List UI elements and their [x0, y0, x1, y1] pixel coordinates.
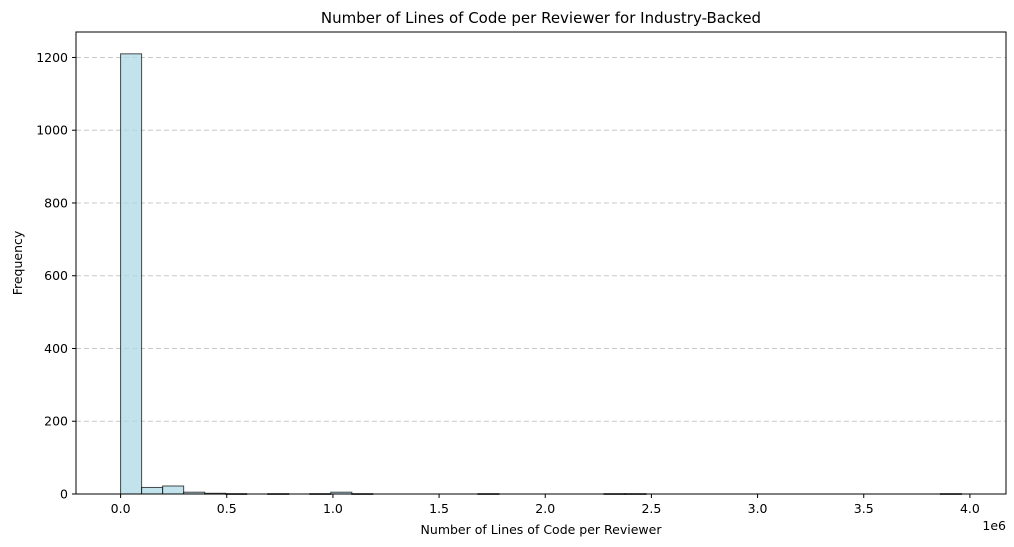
histogram-bar	[120, 53, 143, 495]
y-tick-label: 1000	[36, 123, 68, 138]
y-tick-label: 200	[44, 414, 68, 429]
y-tick-label: 0	[60, 487, 68, 502]
y-tick-label: 800	[44, 195, 68, 210]
ticks-layer: 0.0 0.5 1.0 1.5 2.0 2.5 3.0 3.5 4.0 0 200 400 600 800…	[36, 50, 980, 516]
grid-layer	[76, 56, 1006, 422]
y-tick-label: 1200	[36, 50, 68, 65]
x-axis-offset-label: 1e6	[982, 518, 1006, 533]
x-tick-label: 2.5	[641, 501, 661, 516]
x-tick-label: 1.0	[323, 501, 343, 516]
histogram-bar	[141, 486, 164, 495]
histogram-bar	[162, 485, 185, 495]
x-tick-label: 4.0	[960, 501, 980, 516]
y-tick-label: 400	[44, 341, 68, 356]
plot-frame	[75, 31, 1007, 495]
x-tick-label: 1.5	[429, 501, 449, 516]
bars-layer	[120, 53, 962, 495]
x-tick-label: 0.0	[111, 501, 131, 516]
x-tick-label: 0.5	[217, 501, 237, 516]
x-tick-label: 3.5	[854, 501, 874, 516]
x-tick-label: 2.0	[535, 501, 555, 516]
chart-title: Number of Lines of Code per Reviewer for…	[321, 9, 761, 27]
x-axis-label: Number of Lines of Code per Reviewer	[421, 522, 663, 537]
x-tick-label: 3.0	[748, 501, 768, 516]
y-tick-label: 600	[44, 268, 68, 283]
y-axis-label: Frequency	[10, 230, 25, 295]
